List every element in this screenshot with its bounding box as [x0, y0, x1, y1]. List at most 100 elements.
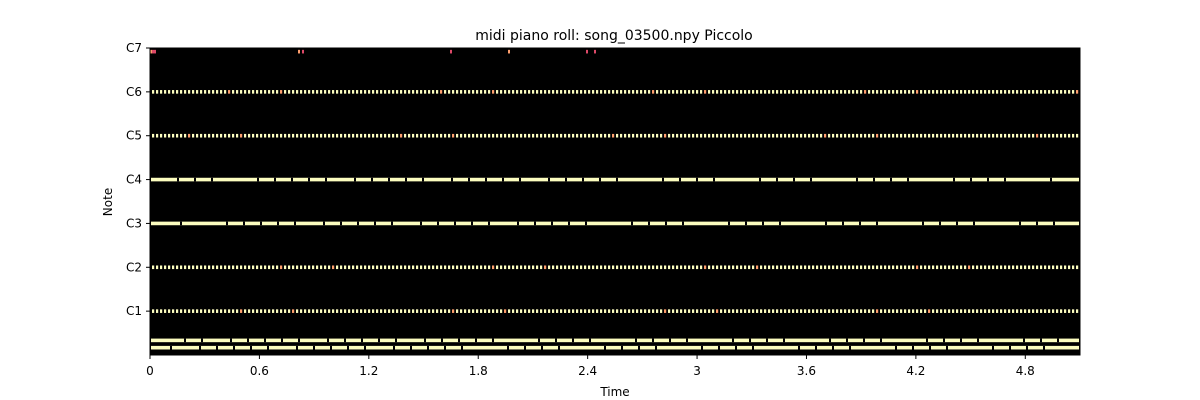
note-cell: [744, 90, 747, 94]
note-cell: [844, 265, 847, 270]
note-cell: [192, 309, 195, 313]
note-cell: [600, 133, 603, 138]
note-cell: [908, 90, 911, 94]
note-cell: [460, 265, 463, 270]
note-cell: [1044, 133, 1047, 138]
note-cell: [184, 90, 187, 94]
note-cell: [444, 309, 447, 313]
note-cell: [500, 309, 503, 313]
note-cell: [888, 265, 891, 270]
note-cell: [768, 133, 771, 138]
note-cell: [684, 90, 687, 94]
note-cell: [736, 309, 739, 313]
note-gap: [548, 177, 550, 182]
note-cell: [1028, 133, 1031, 138]
note-cell: [352, 90, 355, 94]
note-cell: [572, 133, 575, 138]
note-gap: [364, 345, 366, 350]
note-row: [152, 133, 1079, 138]
note-cell: [544, 265, 547, 270]
note-cell: [200, 90, 203, 94]
note-gap: [895, 345, 897, 350]
note-cell: [604, 265, 607, 270]
note-cell: [848, 90, 851, 94]
note-cell: [844, 133, 847, 138]
note-cell: [332, 133, 335, 138]
note-gap: [977, 338, 979, 343]
note-cell: [600, 265, 603, 270]
note-cell: [532, 133, 535, 138]
note-cell: [424, 133, 427, 138]
note-cell: [744, 133, 747, 138]
note-cell: [576, 90, 579, 94]
note-gap: [233, 345, 235, 350]
note-cell: [628, 90, 631, 94]
chart-title: midi piano roll: song_03500.npy Piccolo: [475, 28, 753, 44]
note-gap: [589, 338, 591, 343]
note-cell: [784, 265, 787, 270]
note-cell: [916, 90, 919, 94]
note-cell: [160, 265, 163, 270]
note-gap: [298, 338, 300, 343]
note-gap: [354, 177, 356, 182]
note-cell: [996, 133, 999, 138]
note-gap: [686, 338, 688, 343]
note-cell: [892, 90, 895, 94]
note-cell: [808, 309, 811, 313]
note-cell: [672, 309, 675, 313]
note-cell: [768, 90, 771, 94]
note-cell: [516, 90, 519, 94]
note-cell: [408, 133, 411, 138]
note-cell: [956, 90, 959, 94]
note-cell: [180, 265, 183, 270]
note-cell: [1040, 133, 1043, 138]
note-gap: [294, 221, 296, 226]
note-cell: [892, 133, 895, 138]
note-gap: [1004, 177, 1006, 182]
note-cell: [180, 90, 183, 94]
note-cell: [912, 90, 915, 94]
note-cell: [320, 309, 323, 313]
note-cell: [860, 265, 863, 270]
note-cell: [1076, 133, 1079, 138]
note-cell: [836, 90, 839, 94]
note-cell: [448, 309, 451, 313]
note-cell: [168, 309, 171, 313]
note-cell: [660, 133, 663, 138]
note-cell: [508, 309, 511, 313]
note-cell: [368, 133, 371, 138]
note-cell: [464, 133, 467, 138]
note-gap: [344, 338, 346, 343]
note-cell: [340, 90, 343, 94]
note-cell: [312, 133, 315, 138]
note-cell: [952, 133, 955, 138]
note-cell: [296, 133, 299, 138]
note-cell: [772, 309, 775, 313]
note-cell: [868, 90, 871, 94]
note-cell: [356, 90, 359, 94]
note-cell: [584, 265, 587, 270]
note-cell: [848, 133, 851, 138]
note-bar: [151, 221, 1079, 226]
note-cell: [904, 309, 907, 313]
note-cell: [492, 265, 495, 270]
note-gap: [170, 345, 172, 350]
note-cell: [668, 265, 671, 270]
note-cell: [936, 265, 939, 270]
note-cell: [492, 309, 495, 313]
note-cell: [720, 309, 723, 313]
note-cell: [336, 133, 339, 138]
note-gap: [226, 221, 228, 226]
note-gap: [793, 177, 795, 182]
note-cell: [432, 309, 435, 313]
note-cell: [408, 90, 411, 94]
note-cell: [220, 90, 223, 94]
note-cell: [324, 265, 327, 270]
note-cell: [672, 265, 675, 270]
note-cell: [764, 133, 767, 138]
note-cell: [476, 309, 479, 313]
note-gap: [424, 338, 426, 343]
note-cell: [360, 133, 363, 138]
note-cell: [1012, 265, 1015, 270]
note-cell: [960, 265, 963, 270]
